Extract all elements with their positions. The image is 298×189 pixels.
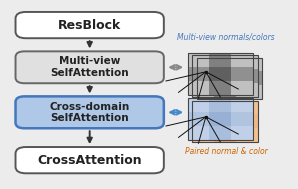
Bar — [187, 112, 209, 126]
Text: CrossAttention: CrossAttention — [37, 154, 142, 167]
Bar — [219, 58, 240, 71]
Bar — [187, 53, 209, 67]
Text: Multi-view normals/colors: Multi-view normals/colors — [177, 33, 275, 42]
Bar — [192, 101, 257, 142]
Bar — [240, 58, 262, 71]
Bar — [187, 81, 209, 94]
Bar — [209, 112, 231, 126]
Bar — [240, 71, 262, 85]
Bar — [209, 98, 231, 112]
Bar — [187, 67, 209, 81]
Bar — [236, 128, 257, 142]
Bar — [187, 53, 253, 94]
Bar — [231, 67, 253, 81]
Bar — [214, 56, 236, 69]
FancyBboxPatch shape — [15, 51, 164, 83]
FancyBboxPatch shape — [15, 96, 164, 128]
Bar — [214, 114, 236, 128]
Text: Cross-domain
SelfAttention: Cross-domain SelfAttention — [49, 101, 130, 123]
Bar — [192, 56, 214, 69]
Bar — [231, 112, 253, 126]
Bar — [231, 53, 253, 67]
Text: Multi-view
SelfAttention: Multi-view SelfAttention — [50, 57, 129, 78]
Bar — [197, 85, 219, 99]
Bar — [236, 101, 257, 114]
Bar — [219, 85, 240, 99]
Bar — [214, 101, 236, 114]
Bar — [192, 83, 214, 97]
Bar — [236, 114, 257, 128]
Bar — [187, 126, 209, 139]
Bar — [231, 81, 253, 94]
Bar — [214, 128, 236, 142]
Bar — [236, 69, 257, 83]
FancyBboxPatch shape — [15, 147, 164, 173]
Text: ResBlock: ResBlock — [58, 19, 121, 32]
Bar — [219, 71, 240, 85]
Bar — [240, 85, 262, 99]
Bar — [209, 81, 231, 94]
Bar — [214, 83, 236, 97]
Bar — [187, 98, 209, 112]
Bar — [209, 126, 231, 139]
Bar — [197, 58, 219, 71]
Bar — [197, 58, 262, 99]
FancyBboxPatch shape — [15, 12, 164, 38]
Bar — [192, 101, 214, 114]
Bar — [236, 56, 257, 69]
Bar — [197, 71, 219, 85]
Bar — [214, 69, 236, 83]
Bar — [209, 53, 231, 67]
Bar — [192, 69, 214, 83]
Bar — [231, 98, 253, 112]
Bar — [192, 56, 257, 97]
Bar — [187, 98, 253, 139]
Text: Paired normal & color: Paired normal & color — [185, 147, 268, 156]
Bar — [236, 83, 257, 97]
Bar — [231, 126, 253, 139]
Bar — [209, 67, 231, 81]
Bar — [192, 128, 214, 142]
Bar — [192, 114, 214, 128]
